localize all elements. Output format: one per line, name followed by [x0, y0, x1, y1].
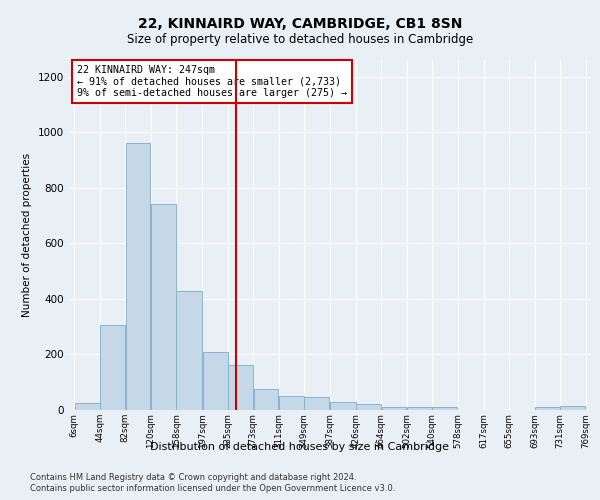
- Y-axis label: Number of detached properties: Number of detached properties: [22, 153, 32, 317]
- Bar: [100, 326, 125, 410]
- Text: Size of property relative to detached houses in Cambridge: Size of property relative to detached ho…: [127, 32, 473, 46]
- Bar: [279, 396, 304, 410]
- Bar: [125, 144, 151, 410]
- Bar: [203, 352, 227, 410]
- Bar: [382, 407, 406, 410]
- Bar: [74, 403, 100, 410]
- Bar: [330, 402, 356, 410]
- Bar: [560, 406, 586, 410]
- Bar: [254, 389, 278, 410]
- Bar: [151, 204, 176, 410]
- Bar: [356, 404, 381, 410]
- Bar: [433, 407, 457, 410]
- Bar: [535, 407, 560, 410]
- Bar: [176, 290, 202, 410]
- Text: Contains public sector information licensed under the Open Government Licence v3: Contains public sector information licen…: [30, 484, 395, 493]
- Text: 22 KINNAIRD WAY: 247sqm
← 91% of detached houses are smaller (2,733)
9% of semi-: 22 KINNAIRD WAY: 247sqm ← 91% of detache…: [77, 66, 347, 98]
- Text: 22, KINNAIRD WAY, CAMBRIDGE, CB1 8SN: 22, KINNAIRD WAY, CAMBRIDGE, CB1 8SN: [138, 18, 462, 32]
- Bar: [228, 364, 253, 410]
- Text: Distribution of detached houses by size in Cambridge: Distribution of detached houses by size …: [151, 442, 449, 452]
- Text: Contains HM Land Registry data © Crown copyright and database right 2024.: Contains HM Land Registry data © Crown c…: [30, 473, 356, 482]
- Bar: [407, 407, 432, 410]
- Bar: [304, 396, 329, 410]
